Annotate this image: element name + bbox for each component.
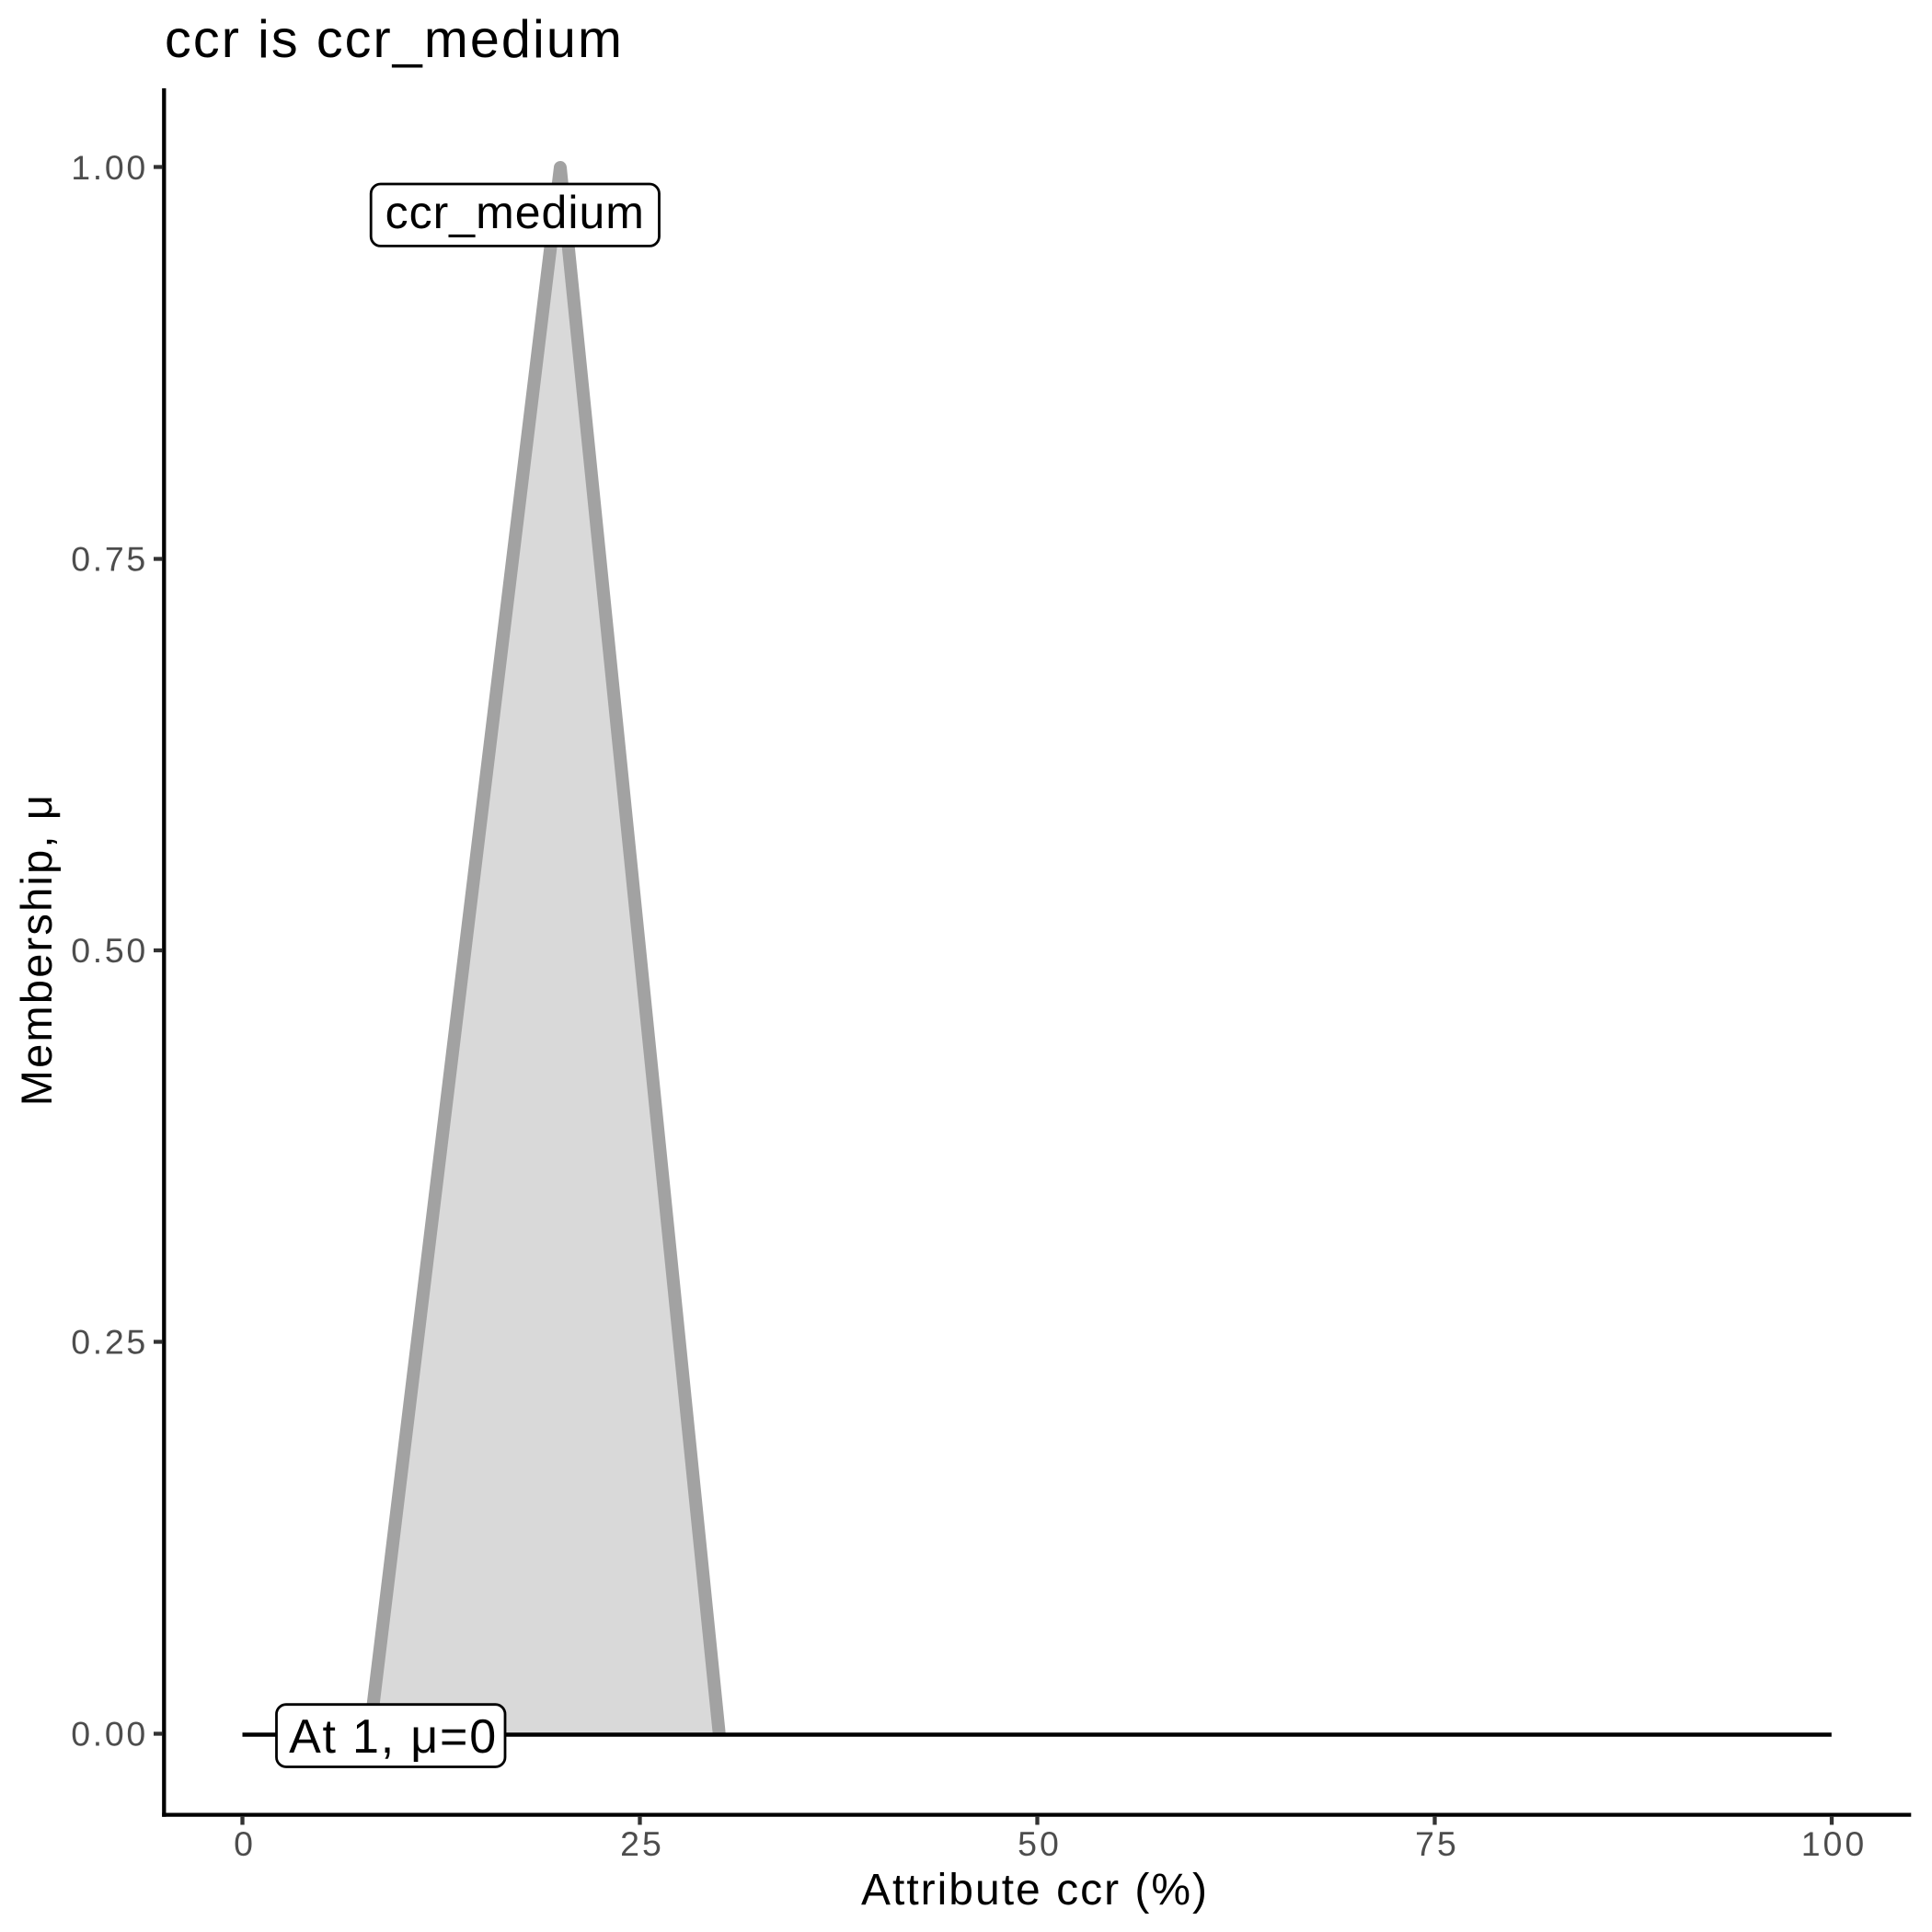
svg-text:At 1, μ=0: At 1, μ=0 — [289, 1710, 498, 1764]
svg-text:0.75: 0.75 — [71, 540, 148, 579]
svg-text:Membership, μ: Membership, μ — [12, 793, 61, 1106]
svg-text:0.25: 0.25 — [71, 1323, 148, 1362]
svg-text:ccr_medium: ccr_medium — [385, 187, 645, 238]
svg-text:50: 50 — [1018, 1824, 1062, 1863]
svg-text:0.00: 0.00 — [71, 1715, 148, 1754]
svg-text:ccr is ccr_medium: ccr is ccr_medium — [165, 10, 624, 69]
svg-text:75: 75 — [1415, 1824, 1459, 1863]
svg-text:0.50: 0.50 — [71, 931, 148, 970]
svg-text:100: 100 — [1801, 1824, 1868, 1863]
svg-text:1.00: 1.00 — [71, 148, 148, 187]
svg-text:Attribute ccr (%): Attribute ccr (%) — [861, 1866, 1209, 1915]
svg-text:25: 25 — [620, 1824, 664, 1863]
svg-text:0: 0 — [234, 1824, 256, 1863]
